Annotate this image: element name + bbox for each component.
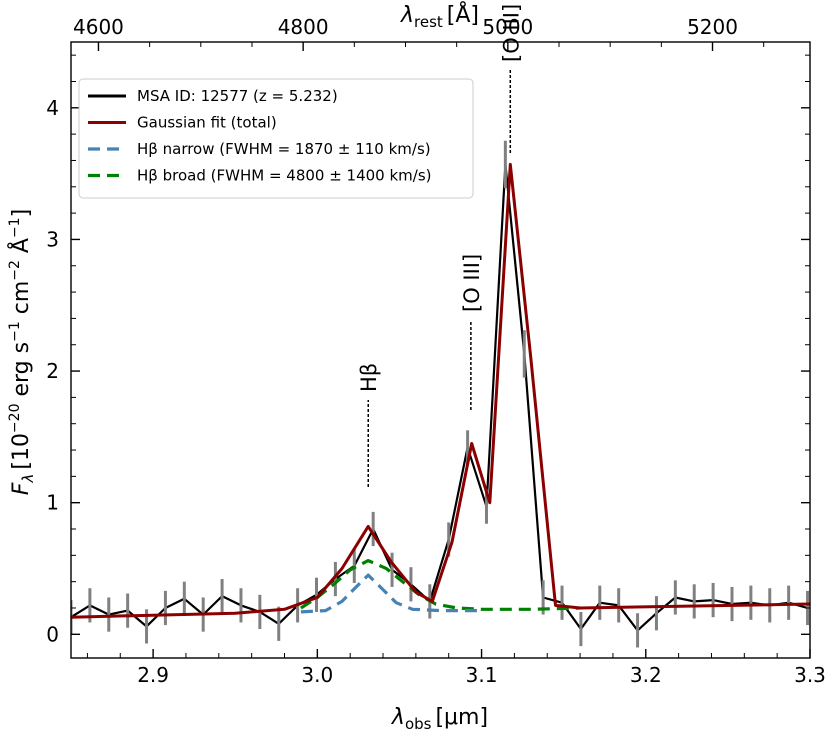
x-tick-label: 3.2: [630, 663, 662, 687]
top-x-tick-label: 4800: [278, 15, 329, 39]
series-line-3: [300, 558, 581, 611]
annotation-label: [O III]: [460, 254, 484, 312]
legend-label: MSA ID: 12577 (z = 5.232): [137, 87, 338, 105]
legend-label: Hβ narrow (FWHM = 1870 ± 110 km/s): [137, 140, 431, 158]
y-tick-label: 0: [46, 622, 59, 646]
top-x-tick-label: 5000: [482, 15, 533, 39]
x-tick-label: 3.0: [301, 663, 333, 687]
y-tick-label: 4: [46, 96, 59, 120]
x-tick-label: 2.9: [137, 663, 169, 687]
legend-label: Gaussian fit (total): [137, 114, 277, 132]
series-line-1: [71, 162, 810, 619]
plot-frame: [70, 41, 811, 659]
x-tick-label: 3.3: [794, 663, 826, 687]
annotation-label: Hβ: [357, 363, 381, 392]
y-tick-label: 2: [46, 359, 59, 383]
legend-label: Hβ broad (FWHM = 4800 ± 1400 km/s): [137, 167, 432, 185]
annotation-label: [O III]: [499, 4, 523, 62]
y-axis-label: Fλ[10−20 erg s−1 cm−2 Å−1]: [7, 209, 37, 495]
y-tick-label: 3: [46, 227, 59, 251]
top-x-axis-label: λrest [Å]: [400, 1, 479, 31]
top-x-tick-label: 5200: [687, 15, 738, 39]
axis-ticks: 2.9 3.0 3.1 3.2 3.3 0 1 2 3 4 4600 4800 5000 5200: [46, 15, 826, 687]
line-annotations: Hβ [O III] [O III]: [357, 4, 523, 487]
top-x-tick-label: 4600: [73, 15, 124, 39]
series-line-0: [71, 163, 808, 632]
legend-box: [78, 78, 474, 199]
legend: MSA ID: 12577 (z = 5.232) Gaussian fit (t…: [78, 78, 474, 199]
plot-area: [71, 140, 810, 648]
y-tick-label: 1: [46, 491, 59, 515]
x-axis-label: λobs [μm]: [391, 705, 488, 732]
x-tick-label: 3.1: [466, 663, 498, 687]
